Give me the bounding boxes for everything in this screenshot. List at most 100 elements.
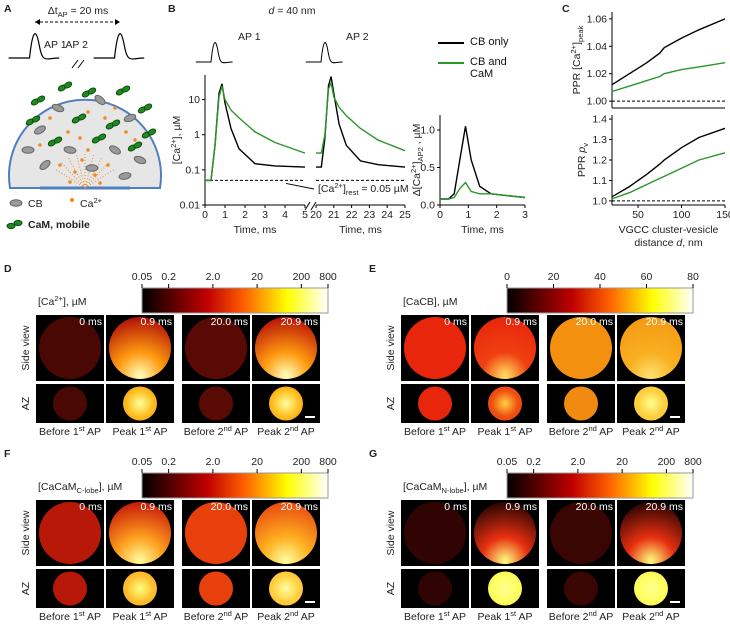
legend: CB only CB and CaM — [438, 36, 518, 88]
colorbar-tick-label: 20 — [251, 456, 263, 468]
text-part: distance — [634, 237, 676, 249]
x-axis-label: Time, ms — [234, 224, 277, 236]
text-part: nd — [655, 424, 663, 433]
y-tick-label: 1.02 — [587, 68, 608, 80]
series-line — [316, 76, 406, 168]
x-tick-label: 50 — [632, 209, 644, 221]
text-part: AP — [450, 426, 466, 438]
series-line — [440, 126, 526, 200]
text-part: p — [576, 147, 588, 154]
legend-entry: CB and CaM — [438, 56, 518, 80]
text-part: , nm — [682, 237, 703, 249]
legend-symbol — [6, 222, 16, 230]
x-axis-label: Time, ms — [339, 224, 382, 236]
text-part: ], µM — [63, 296, 87, 308]
time-label: 0.9 ms — [505, 316, 537, 328]
action-potential — [8, 33, 60, 60]
side-view-image — [404, 502, 466, 564]
time-label: 20.9 ms — [646, 316, 683, 328]
side-view-image — [550, 502, 612, 564]
side-view-image — [185, 317, 247, 379]
y-tick-label: 1.4 — [592, 114, 607, 126]
legend-label: CB only — [470, 36, 509, 48]
x-tick-label: 24 — [381, 209, 393, 221]
colorbar-tick-label: 200 — [658, 456, 676, 468]
ca-ion — [98, 181, 102, 185]
text-part: nd — [290, 609, 298, 618]
text-part: nd — [588, 424, 596, 433]
colorbar — [141, 472, 329, 499]
text-part: st — [79, 424, 86, 433]
column-caption: Peak 1st AP — [478, 424, 533, 438]
ap-label: AP 2 — [346, 31, 369, 43]
column-caption: Before 2nd AP — [549, 424, 613, 438]
row-label: Side view — [20, 325, 32, 370]
colorbar-title: [Ca2+], µM — [38, 294, 87, 308]
text-part: Peak 1 — [478, 426, 511, 438]
side-view-image — [620, 502, 682, 564]
row-label: Side view — [20, 510, 32, 555]
colorbar-tick-label: 800 — [684, 456, 702, 468]
x-tick-label: 150 — [716, 209, 730, 221]
legend-label: CaM, mobile — [28, 219, 90, 231]
colorbar-tick-label: 0.2 — [161, 271, 176, 283]
panel-title: d = 40 nm — [269, 5, 316, 17]
cam-molecule — [31, 115, 41, 123]
text-part: 2+ — [54, 294, 63, 303]
text-part: st — [79, 609, 86, 618]
ca-ion — [73, 170, 77, 174]
ca-ion — [68, 180, 72, 184]
text-part: , µM — [411, 124, 423, 148]
cb-molecule — [51, 103, 65, 113]
time-label: 0.9 ms — [505, 501, 537, 513]
cam-molecule — [87, 87, 97, 95]
text-part: st — [444, 424, 451, 433]
series-line — [316, 80, 406, 154]
series-line — [205, 86, 306, 182]
colorbar-tick-label: 0.2 — [526, 456, 541, 468]
action-potential — [93, 33, 145, 60]
column-caption: Peak 2nd AP — [622, 609, 679, 623]
x-tick-label: 5 — [302, 209, 308, 221]
axis-break — [304, 201, 317, 211]
text-part: ], µM — [171, 116, 183, 140]
time-label: 0 ms — [79, 316, 102, 328]
column-caption: Peak 2nd AP — [257, 424, 314, 438]
x-tick-label: 0 — [202, 209, 208, 221]
side-view-image — [39, 317, 101, 379]
panel-label: A — [4, 3, 12, 15]
colorbar-title: [CaCaMN-lobe], µM — [403, 481, 487, 495]
az-image — [634, 386, 668, 421]
colorbar-tick-label: 0.05 — [132, 456, 153, 468]
side-view-image — [185, 502, 247, 564]
text-part: st — [145, 424, 152, 433]
text-part: Before 2 — [184, 611, 224, 623]
text-part: [Ca — [318, 183, 335, 195]
panel-label: F — [4, 448, 11, 460]
interval-label: ΔtAP = 20 ms — [48, 5, 109, 19]
column-caption: Before 2nd AP — [184, 609, 248, 623]
x-tick-label: 3 — [262, 209, 268, 221]
legend-label: CB — [28, 198, 43, 210]
colorbar-tick-label: 20 — [616, 456, 628, 468]
y-tick-label: 1.06 — [587, 13, 608, 25]
panel-label: E — [369, 263, 376, 275]
y-tick-label: 0.1 — [185, 164, 200, 176]
cb-molecule — [39, 159, 51, 171]
ca-ion — [103, 116, 107, 120]
text-part: AP — [450, 611, 466, 623]
y-axis-label: Δ[Ca2+]AP2 , µM — [409, 124, 425, 197]
text-part: d — [676, 237, 683, 249]
cam-molecule — [97, 133, 107, 141]
colorbar — [141, 287, 329, 314]
column-caption: Before 1st AP — [404, 609, 466, 623]
row-label: AZ — [20, 581, 32, 595]
text-part: AP — [151, 426, 167, 438]
az-image — [123, 571, 157, 606]
text-part: peak — [576, 25, 585, 42]
text-part: PPR — [576, 153, 588, 178]
panel-label: C — [562, 3, 570, 15]
action-potential — [195, 42, 233, 64]
text-part: Δ[Ca — [411, 173, 423, 197]
az-image — [564, 571, 598, 606]
